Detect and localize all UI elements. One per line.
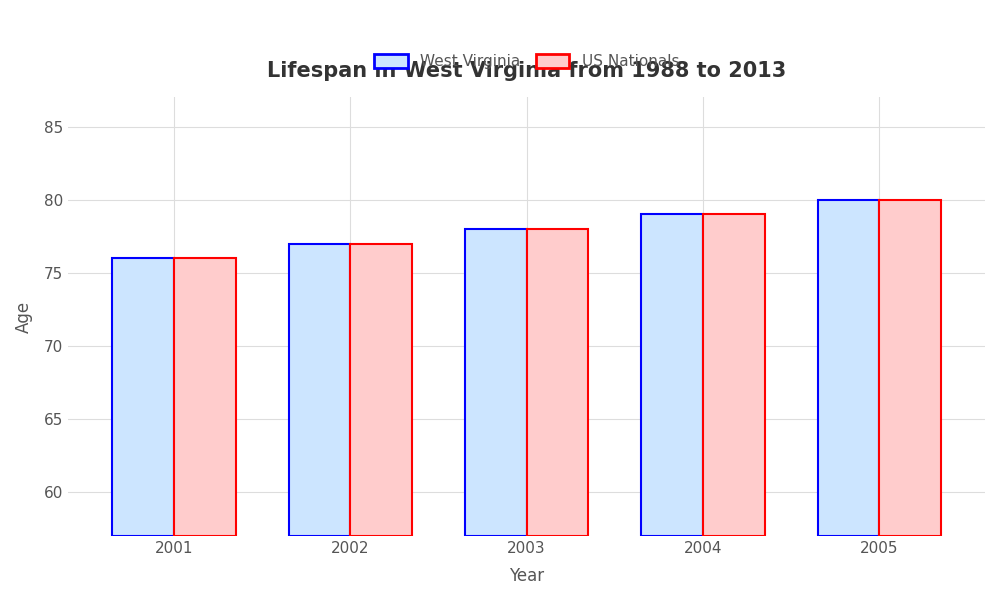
Title: Lifespan in West Virginia from 1988 to 2013: Lifespan in West Virginia from 1988 to 2… — [267, 61, 786, 80]
Bar — [465, 229, 527, 536]
Legend: West Virginia, US Nationals: West Virginia, US Nationals — [368, 48, 685, 76]
X-axis label: Year: Year — [509, 567, 544, 585]
Bar — [818, 200, 879, 536]
Bar — [527, 229, 588, 536]
Bar — [174, 258, 236, 536]
Bar — [641, 214, 703, 536]
Bar — [350, 244, 412, 536]
Bar — [289, 244, 350, 536]
Bar — [703, 214, 765, 536]
Bar — [112, 258, 174, 536]
Y-axis label: Age: Age — [15, 301, 33, 333]
Bar — [879, 200, 941, 536]
